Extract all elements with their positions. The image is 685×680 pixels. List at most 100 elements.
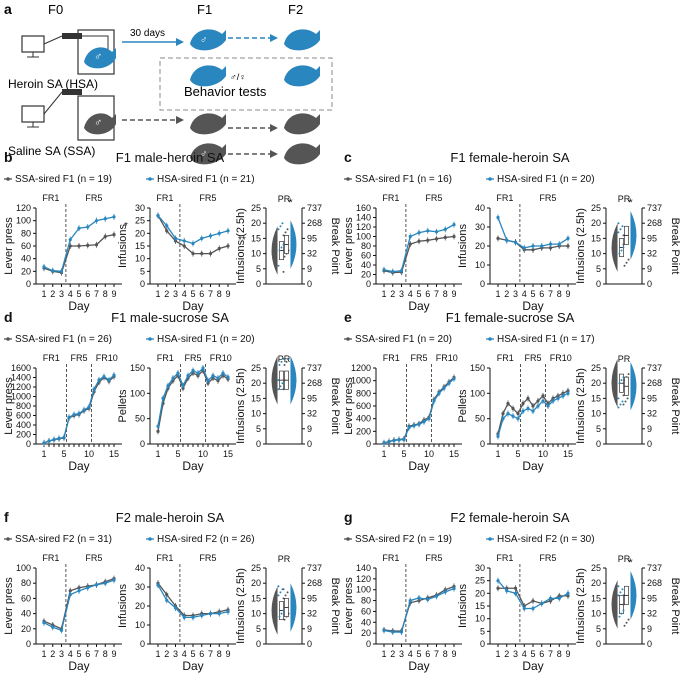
lever-data-point (382, 268, 386, 272)
lever-x-tick-label: 7 (94, 289, 99, 299)
bp-y-tick-label: 9 (307, 424, 312, 434)
lever-y-tick-label: 60 (21, 593, 31, 603)
lever-y-tick-label: 0 (366, 639, 371, 649)
inf-x-tick-label: 6 (539, 289, 544, 299)
lever-series-ssa (43, 233, 115, 274)
lever-x-tick-label: 1 (381, 649, 386, 659)
lever-x-tick-label: 1 (41, 449, 46, 459)
inf-data-point (540, 601, 544, 606)
pr-y-tick-label: 25 (251, 563, 261, 573)
lever-data-point (112, 233, 116, 237)
lever-data-point (397, 438, 401, 442)
pr-violin-hsa (290, 583, 297, 632)
lever-y-tick-label: 80 (361, 241, 371, 251)
pr-data-point (282, 609, 285, 612)
bp-y-tick-label: 737 (307, 363, 322, 373)
pr-data-point (282, 379, 285, 382)
lever-x-tick-label: 9 (451, 289, 456, 299)
lever-x-tick-label: 3 (59, 649, 64, 659)
inf-x-tick-label: 10 (538, 449, 548, 459)
male-symbol: ♂ (94, 117, 102, 129)
inf-y-label: Infusions (457, 583, 469, 628)
lever-data-point (399, 269, 404, 273)
pr-data-point (282, 357, 285, 360)
pr-data-point (617, 231, 620, 234)
lever-y-tick-label: 140 (356, 563, 371, 573)
lever-data-point (86, 243, 90, 247)
rat-icon (84, 47, 116, 69)
pr-y-tick-label: 5 (256, 264, 261, 274)
pr-y-tick-label: 5 (596, 424, 601, 434)
lever-y-tick-label: 600 (16, 411, 31, 421)
lever-x-tick-label: 8 (443, 289, 448, 299)
inf-data-point (516, 412, 520, 416)
pr-y-label: Infusions (2.5h) (235, 208, 247, 284)
inf-data-point (182, 239, 186, 243)
bp-y-tick-label: 0 (307, 279, 312, 289)
pr-y-tick-label: 15 (251, 393, 261, 403)
lever-data-point (42, 621, 46, 625)
inf-data-point (566, 591, 570, 595)
inf-data-point (531, 244, 535, 248)
pr-data-point (619, 591, 622, 594)
rat-icon (84, 113, 116, 135)
legend-ssa-label: SSA-sired F2 (n = 19) (355, 534, 452, 545)
inf-data-point (208, 234, 213, 238)
inf-data-point (540, 244, 544, 248)
pr-violin-ssa (271, 586, 278, 635)
lever-x-label: Day (408, 459, 429, 473)
lever-data-point (103, 217, 107, 221)
lever-y-tick-label: 1400 (11, 373, 31, 383)
inf-phase-label: FR5 (539, 193, 556, 203)
lever-y-tick-label: 20 (361, 270, 371, 280)
pr-data-point (622, 394, 625, 397)
lever-data-point (426, 229, 430, 233)
inf-y-tick-label: 100 (470, 388, 485, 398)
lever-data-point (68, 244, 72, 248)
lever-data-point (391, 630, 395, 634)
lever-phase-label: FR10 (96, 353, 118, 363)
inf-series-ssa (157, 215, 229, 255)
pr-data-point (625, 621, 628, 624)
pr-data-point (620, 379, 623, 382)
lever-y-tick-label: 1000 (11, 392, 31, 402)
lever-y-tick-label: 40 (21, 254, 31, 264)
lever-y-tick-label: 40 (21, 609, 31, 619)
lever-data-point (112, 373, 116, 377)
lever-data-point (51, 269, 55, 273)
lever-y-tick-label: 800 (16, 401, 31, 411)
pr-data-point (280, 360, 283, 363)
inf-data-point (496, 579, 500, 583)
rat-icon (190, 65, 226, 87)
lever-x-tick-label: 10 (84, 449, 94, 459)
pr-y-tick-label: 10 (251, 249, 261, 259)
lever-x-tick-label: 1 (41, 289, 46, 299)
inf-data-point (226, 229, 230, 233)
inf-x-tick-label: 1 (495, 289, 500, 299)
legend-ssa-label: SSA-sired F1 (n = 16) (355, 174, 452, 185)
legend-hsa-dot (148, 337, 152, 341)
inf-series-hsa (497, 580, 569, 610)
arrow-head (270, 124, 278, 132)
inf-x-tick-label: 15 (563, 449, 573, 459)
pr-data-point (622, 609, 625, 612)
gen-label-f2: F2 (288, 2, 303, 17)
pr-violin-hsa (290, 220, 297, 269)
lever-x-tick-label: 9 (451, 649, 456, 659)
pr-y-tick-label: 25 (251, 363, 261, 373)
pr-y-tick-label: 15 (251, 233, 261, 243)
inf-x-tick-label: 4 (522, 289, 527, 299)
lever-data-point (77, 412, 81, 416)
lever-y-tick-label: 20 (21, 266, 31, 276)
lever-x-label: Day (68, 659, 89, 673)
inf-data-point (211, 374, 215, 378)
legend-ssa-dot (6, 537, 10, 541)
pr-y-tick-label: 15 (591, 393, 601, 403)
bp-y-tick-label: 9 (647, 264, 652, 274)
inf-phase-label: FR1 (496, 553, 513, 563)
pr-data-point (617, 406, 620, 409)
legend-ssa-dot (346, 537, 350, 541)
pr-label: PR (618, 554, 631, 564)
panel-title: F2 male-heroin SA (116, 510, 225, 525)
inf-data-point (217, 231, 221, 235)
